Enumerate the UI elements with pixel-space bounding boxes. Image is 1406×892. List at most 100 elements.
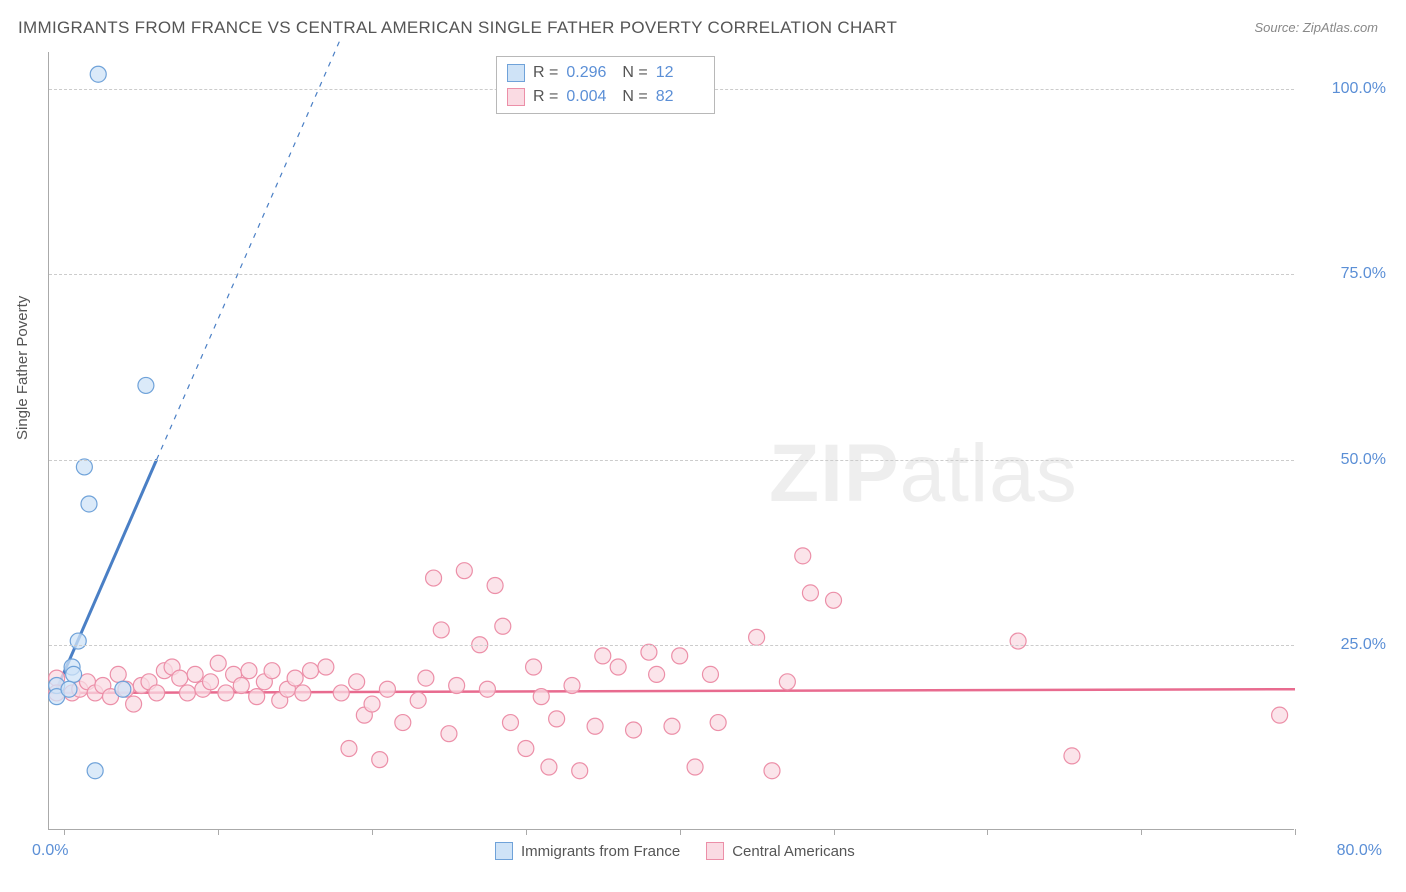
data-point (81, 496, 97, 512)
data-point (564, 678, 580, 694)
plot-area: ZIPatlas 25.0%50.0%75.0%100.0% (48, 52, 1294, 830)
data-point (126, 696, 142, 712)
legend-row-france: R = 0.296 N = 12 (507, 61, 704, 85)
data-point (349, 674, 365, 690)
x-axis-max-label: 80.0% (1337, 842, 1382, 860)
legend-item-central: Central Americans (706, 842, 855, 860)
n-value-central: 82 (656, 88, 704, 106)
x-tick (1141, 829, 1142, 835)
data-point (610, 659, 626, 675)
data-point (710, 715, 726, 731)
x-tick (987, 829, 988, 835)
legend-swatch-central (507, 88, 525, 106)
data-point (541, 759, 557, 775)
data-point (426, 570, 442, 586)
data-point (179, 685, 195, 701)
data-point (318, 659, 334, 675)
data-point (587, 718, 603, 734)
data-point (672, 648, 688, 664)
data-point (456, 563, 472, 579)
x-tick (526, 829, 527, 835)
data-point (66, 666, 82, 682)
data-point (287, 670, 303, 686)
data-point (526, 659, 542, 675)
data-point (333, 685, 349, 701)
data-point (1272, 707, 1288, 723)
data-point (372, 752, 388, 768)
data-point (110, 666, 126, 682)
data-point (241, 663, 257, 679)
trend-line (57, 460, 157, 690)
data-point (826, 592, 842, 608)
y-axis-title: Single Father Poverty (14, 296, 31, 440)
data-point (802, 585, 818, 601)
data-point (303, 663, 319, 679)
data-point (187, 666, 203, 682)
data-point (702, 666, 718, 682)
data-point (295, 685, 311, 701)
legend-label-france: Immigrants from France (521, 843, 680, 860)
trend-line (157, 37, 342, 459)
data-point (549, 711, 565, 727)
data-point (779, 674, 795, 690)
r-value-france: 0.296 (566, 64, 614, 82)
n-value-france: 12 (656, 64, 704, 82)
data-point (76, 459, 92, 475)
data-point (764, 763, 780, 779)
x-axis-min-label: 0.0% (32, 842, 68, 860)
gridline (49, 460, 1294, 461)
data-point (264, 663, 280, 679)
data-point (395, 715, 411, 731)
data-point (149, 685, 165, 701)
data-point (233, 678, 249, 694)
data-point (70, 633, 86, 649)
data-point (364, 696, 380, 712)
x-tick (834, 829, 835, 835)
legend-swatch-central-bottom (706, 842, 724, 860)
series-legend: Immigrants from France Central Americans (495, 842, 855, 860)
data-point (572, 763, 588, 779)
data-point (518, 740, 534, 756)
r-value-central: 0.004 (566, 88, 614, 106)
legend-swatch-france (507, 64, 525, 82)
n-label: N = (622, 64, 647, 82)
n-label: N = (622, 88, 647, 106)
data-point (626, 722, 642, 738)
data-point (641, 644, 657, 660)
gridline (49, 274, 1294, 275)
data-point (533, 689, 549, 705)
data-point (495, 618, 511, 634)
gridline (49, 645, 1294, 646)
r-label: R = (533, 64, 558, 82)
data-point (502, 715, 518, 731)
y-tick-label: 75.0% (1306, 265, 1386, 283)
y-tick-label: 100.0% (1306, 80, 1386, 98)
data-point (649, 666, 665, 682)
data-point (90, 66, 106, 82)
legend-row-central: R = 0.004 N = 82 (507, 85, 704, 109)
data-point (479, 681, 495, 697)
data-point (61, 681, 77, 697)
data-point (379, 681, 395, 697)
data-point (87, 763, 103, 779)
data-point (410, 692, 426, 708)
data-point (664, 718, 680, 734)
data-point (449, 678, 465, 694)
data-point (441, 726, 457, 742)
source-attribution: Source: ZipAtlas.com (1254, 20, 1378, 35)
data-point (138, 377, 154, 393)
data-point (341, 740, 357, 756)
y-tick-label: 25.0% (1306, 636, 1386, 654)
correlation-legend: R = 0.296 N = 12 R = 0.004 N = 82 (496, 56, 715, 114)
data-point (749, 629, 765, 645)
x-tick (372, 829, 373, 835)
data-point (795, 548, 811, 564)
data-point (218, 685, 234, 701)
data-point (433, 622, 449, 638)
y-tick-label: 50.0% (1306, 451, 1386, 469)
x-tick (64, 829, 65, 835)
x-tick (1295, 829, 1296, 835)
data-point (687, 759, 703, 775)
legend-swatch-france-bottom (495, 842, 513, 860)
legend-item-france: Immigrants from France (495, 842, 680, 860)
